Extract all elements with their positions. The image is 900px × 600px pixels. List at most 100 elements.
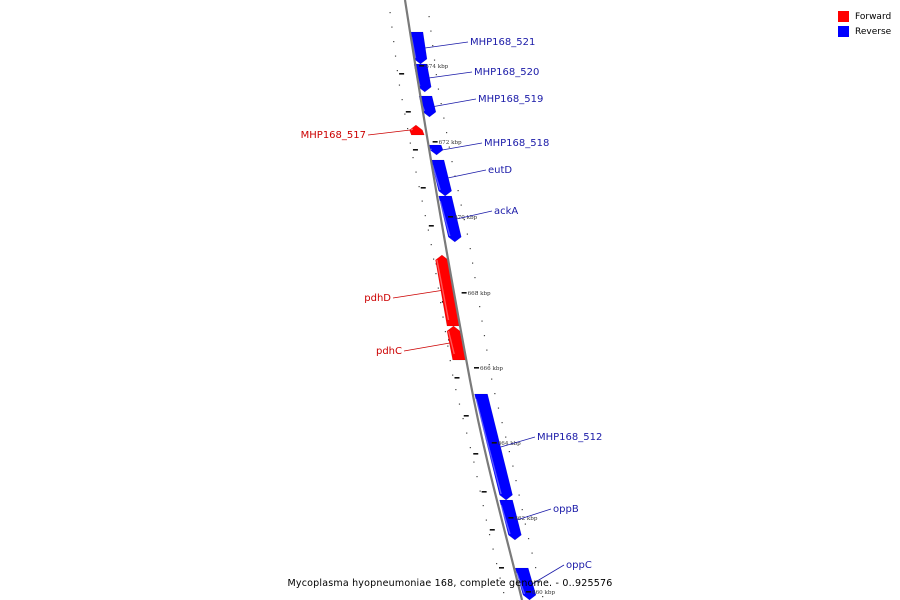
tick-dot xyxy=(481,320,483,322)
tick-dot xyxy=(527,538,530,540)
major-tick xyxy=(473,453,479,455)
tick-dot xyxy=(463,219,465,221)
tick-dot xyxy=(435,74,437,76)
tick-dot xyxy=(418,186,420,188)
tick-dot xyxy=(499,577,501,579)
tick-dot xyxy=(508,451,510,453)
scale-label: 672 kbp xyxy=(439,140,462,146)
major-tick xyxy=(463,415,469,417)
tick-dot xyxy=(409,142,411,144)
tick-dot xyxy=(389,12,391,14)
tick-dot xyxy=(483,335,486,337)
major-tick xyxy=(428,225,434,227)
tick-dot xyxy=(479,306,481,308)
gene-leader-line xyxy=(531,564,565,585)
tick-dot xyxy=(393,41,395,43)
scale-tick xyxy=(448,216,454,218)
gene-leader-line xyxy=(428,71,473,79)
tick-dot xyxy=(391,26,393,28)
tick-dot xyxy=(424,215,426,217)
tick-dot xyxy=(440,302,442,304)
gene-leader-line xyxy=(447,169,487,179)
tick-dot xyxy=(440,103,442,105)
scale-label: 674 kbp xyxy=(425,64,448,70)
tick-dot xyxy=(412,157,414,159)
gene-label-mhp168-520: MHP168_520 xyxy=(474,67,539,78)
legend-item-forward: Forward xyxy=(838,9,898,24)
tick-dot xyxy=(427,229,429,231)
gene-leader-line xyxy=(456,210,493,220)
tick-dot xyxy=(485,519,487,521)
scale-tick xyxy=(508,517,514,519)
tick-dot xyxy=(476,291,478,293)
tick-dot xyxy=(521,509,523,511)
tick-dot xyxy=(472,262,474,264)
tick-dot xyxy=(437,88,440,90)
tick-dot xyxy=(415,171,417,173)
tick-dot xyxy=(432,45,434,47)
gene-highlight xyxy=(431,164,441,191)
tick-dot xyxy=(451,161,453,163)
gene-highlight xyxy=(436,259,450,321)
reverse-swatch xyxy=(838,26,849,37)
gene-label-oppc: oppC xyxy=(566,560,592,571)
gene-label-mhp168-521: MHP168_521 xyxy=(470,37,535,48)
tick-dot xyxy=(398,84,401,86)
gene-leader-line xyxy=(500,436,536,448)
tick-dot xyxy=(512,465,514,467)
tick-dot xyxy=(452,374,454,376)
gene-block-acka xyxy=(438,195,462,243)
gene-label-mhp168-518: MHP168_518 xyxy=(484,138,549,149)
major-tick xyxy=(454,377,460,379)
tick-dot xyxy=(404,113,406,115)
tick-dot xyxy=(449,360,451,362)
tick-dot xyxy=(503,592,505,594)
gene-label-pdhd: pdhD xyxy=(364,293,391,304)
tick-dot xyxy=(518,494,520,496)
tick-dot xyxy=(469,447,471,449)
tick-dot xyxy=(448,146,450,148)
gene-block-oppb xyxy=(499,499,522,541)
gene-label-oppb: oppB xyxy=(553,504,579,515)
gene-highlight xyxy=(447,330,455,355)
forward-swatch xyxy=(838,11,849,22)
tick-dot xyxy=(394,55,397,57)
gene-features xyxy=(409,31,537,600)
tick-dot xyxy=(430,30,432,32)
tick-dot xyxy=(488,364,490,366)
tick-dot xyxy=(492,548,494,550)
gene-label-mhp168-519: MHP168_519 xyxy=(478,94,543,105)
scale-tick xyxy=(526,591,532,593)
tick-dot xyxy=(515,480,517,482)
scale-tick xyxy=(474,367,479,369)
gene-block-mhp168-517 xyxy=(409,124,425,136)
tick-dot xyxy=(428,16,430,18)
gene-leader-line xyxy=(433,98,477,107)
gene-highlight xyxy=(475,398,502,495)
major-tick xyxy=(399,73,405,75)
scale-label: 660 kbp xyxy=(532,590,555,596)
tick-dot xyxy=(531,552,533,554)
tick-dot xyxy=(494,393,496,395)
scale-tick xyxy=(491,442,497,444)
gene-block-pdhc xyxy=(446,325,466,361)
tick-dot xyxy=(442,316,444,318)
scale-tick xyxy=(461,292,467,294)
tick-dot xyxy=(524,523,526,525)
tick-dot xyxy=(446,132,448,134)
tick-dot xyxy=(538,581,540,583)
gene-highlight xyxy=(410,128,414,131)
tick-dot xyxy=(447,345,449,347)
gene-leader-line xyxy=(424,41,469,49)
major-tick xyxy=(481,491,487,493)
tick-dot xyxy=(457,190,459,192)
tick-dot xyxy=(401,99,403,101)
gene-leader-line xyxy=(516,508,552,521)
tick-dot xyxy=(444,331,447,333)
tick-dot xyxy=(488,534,491,536)
genome-backbone xyxy=(403,0,524,600)
tick-dot xyxy=(473,461,475,463)
major-tick xyxy=(412,149,418,151)
legend-label-reverse: Reverse xyxy=(855,26,892,37)
